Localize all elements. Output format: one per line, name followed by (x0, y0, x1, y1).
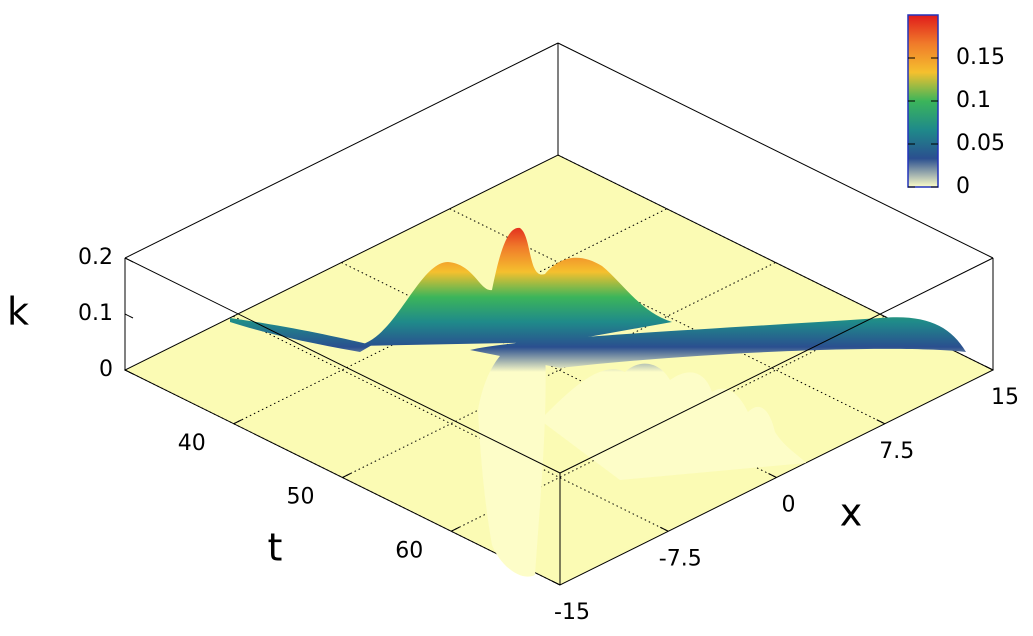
x-tick-label: 7.5 (879, 439, 914, 464)
floor-plane (123, 154, 995, 586)
colorbar-tick-label: 0.15 (956, 45, 1005, 70)
x-axis-label: x (840, 491, 863, 535)
x-tick (551, 580, 561, 586)
surface-tail (230, 318, 372, 352)
t-tick-label: 50 (287, 485, 315, 510)
t-tick (342, 473, 351, 478)
colorbar-tick-label: 0.1 (956, 88, 991, 113)
surface (230, 227, 966, 577)
box-edge (124, 42, 559, 259)
surface-ridge (470, 317, 966, 368)
z-tick (124, 257, 134, 263)
box-edge (559, 257, 994, 474)
z-tick-label: 0 (99, 357, 113, 382)
t-tick (233, 419, 242, 425)
colorbar: 0 0.05 0.1 0.15 (907, 14, 1005, 199)
box-edge (124, 257, 561, 474)
colorbar-tick-label: 0 (956, 174, 970, 199)
surface-peaks (540, 363, 806, 480)
box (124, 42, 994, 585)
surface-streak (478, 338, 546, 577)
ticks: 0 0.1 0.2 40 50 60 -15 -7.5 0 7.5 15 (78, 245, 1019, 625)
colorbar-tick-label: 0.05 (956, 131, 1005, 156)
surface-hump (355, 227, 672, 346)
box-edge (557, 42, 994, 259)
t-axis-label: t (268, 526, 283, 570)
t-tick-label: 40 (178, 431, 206, 456)
floor (123, 154, 995, 586)
x-tick-label: 0 (782, 493, 796, 518)
z-tick (124, 369, 134, 375)
t-tick (451, 526, 460, 532)
z-tick-label: 0.2 (78, 245, 113, 270)
z-axis-label: k (7, 290, 29, 334)
x-tick (876, 419, 885, 425)
x-tick (660, 526, 669, 532)
z-tick-label: 0.1 (78, 301, 113, 326)
x-tick (984, 365, 994, 371)
z-tick (124, 313, 134, 319)
x-tick-label: 15 (991, 385, 1019, 410)
x-tick-label: -7.5 (659, 546, 702, 571)
x-tick-label: -15 (554, 600, 590, 625)
t-tick-label: 60 (395, 538, 423, 563)
x-tick (768, 473, 777, 478)
